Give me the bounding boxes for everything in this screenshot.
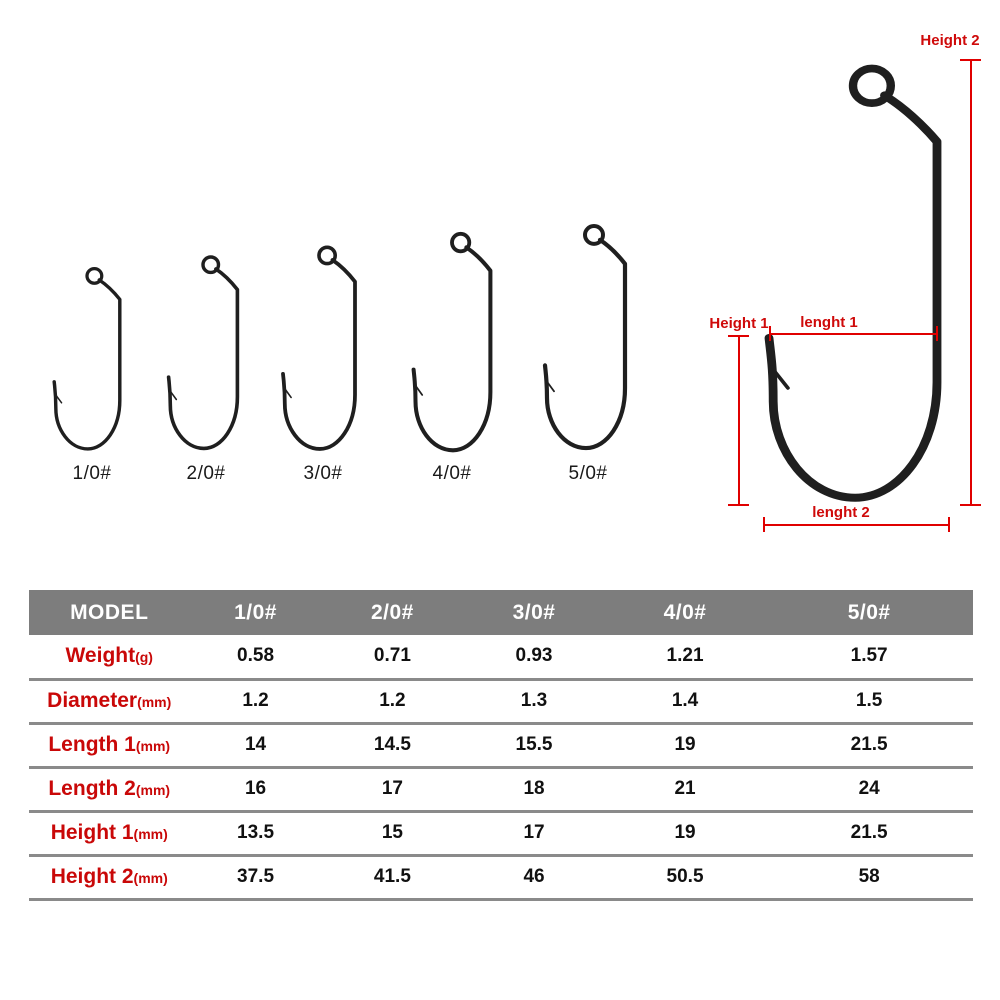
table-cell: 1.5	[855, 690, 883, 711]
row-label: Height 1(mm)	[50, 821, 168, 844]
table-row-height1: Height 1(mm) 13.5 15 17 19 21.5	[29, 811, 973, 855]
table-cell: 1.2	[242, 690, 269, 711]
table-cell: 15	[381, 822, 403, 843]
table-cell: 46	[523, 866, 545, 887]
table-cell: 21	[674, 778, 696, 799]
table-cell: 0.71	[373, 645, 411, 667]
table-cell: 17	[381, 778, 403, 799]
table-cell: 21.5	[850, 734, 888, 755]
jig-hook-5-0	[535, 219, 635, 458]
length1-right-tick	[936, 326, 938, 341]
table-cell: 1.4	[671, 690, 699, 711]
length2-left-tick	[763, 517, 765, 532]
table-cell: 13.5	[237, 822, 275, 843]
table-cell: 21.5	[850, 822, 888, 843]
length1-left-tick	[769, 326, 771, 341]
table-row-length2: Length 2(mm) 16 17 18 21 24	[29, 767, 973, 811]
table-cell: 37.5	[237, 866, 275, 887]
table-cell: 41.5	[373, 866, 411, 887]
table-cell: 15.5	[515, 734, 553, 755]
row-label: Length 1(mm)	[48, 733, 171, 756]
hook-size-label-5-0: 5/0#	[568, 463, 608, 484]
table-cell: 14.5	[373, 734, 411, 755]
height2-top-tick	[960, 59, 981, 61]
table-cell: 1.57	[850, 645, 888, 667]
hook-size-label-3-0: 3/0#	[303, 463, 343, 484]
length2-label: lenght 2	[812, 504, 870, 521]
table-cell: 0.58	[237, 645, 275, 667]
hook-size-label-1-0: 1/0#	[72, 463, 112, 484]
dimension-diagram-hook	[748, 55, 958, 517]
height2-dimension-line	[970, 60, 972, 506]
table-cell: 1.3	[520, 690, 548, 711]
table-cell: 19	[674, 822, 696, 843]
table-row-length1: Length 1(mm) 14 14.5 15.5 19 21.5	[29, 723, 973, 767]
column-header-3-0: 3/0#	[512, 600, 556, 624]
height1-dimension-line	[738, 336, 740, 506]
table-cell: 18	[523, 778, 545, 799]
row-label: Height 2(mm)	[50, 865, 168, 888]
table-cell: 58	[858, 866, 880, 887]
spec-table: MODEL 1/0# 2/0# 3/0# 4/0# 5/0# Weight(g)…	[29, 590, 973, 901]
row-label: Diameter(mm)	[47, 689, 172, 712]
table-cell: 1.21	[666, 645, 704, 667]
jig-hook-1-0	[52, 266, 122, 451]
table-row-diameter: Diameter(mm) 1.2 1.2 1.3 1.4 1.5	[29, 679, 973, 723]
table-row-height2: Height 2(mm) 37.5 41.5 46 50.5 58	[29, 855, 973, 899]
column-header-4-0: 4/0#	[663, 600, 707, 624]
length1-dimension-line	[770, 333, 937, 335]
hook-size-label-2-0: 2/0#	[186, 463, 226, 484]
column-header-1-0: 1/0#	[234, 600, 277, 624]
table-cell: 17	[523, 822, 545, 843]
row-label: Weight(g)	[65, 644, 153, 668]
hook-size-label-4-0: 4/0#	[432, 463, 472, 484]
jig-hook-2-0	[166, 255, 240, 451]
jig-hook-3-0	[281, 245, 357, 451]
table-cell: 1.2	[379, 690, 406, 711]
table-header-row: MODEL 1/0# 2/0# 3/0# 4/0# 5/0#	[29, 590, 973, 635]
row-label: Length 2(mm)	[48, 777, 171, 800]
jig-hook-4-0	[404, 227, 500, 460]
length1-label: lenght 1	[800, 314, 858, 331]
table-cell: 0.93	[515, 645, 553, 667]
height2-bottom-tick	[960, 504, 981, 506]
column-header-2-0: 2/0#	[370, 600, 414, 624]
height1-label: Height 1	[709, 315, 769, 332]
table-cell: 14	[244, 734, 267, 755]
table-row-weight: Weight(g) 0.58 0.71 0.93 1.21 1.57	[29, 635, 973, 679]
table-cell: 16	[244, 778, 267, 799]
length2-right-tick	[948, 517, 950, 532]
model-header-cell: MODEL	[70, 600, 149, 624]
table-cell: 24	[858, 778, 880, 799]
height1-top-tick	[728, 335, 749, 337]
height1-bottom-tick	[728, 504, 749, 506]
table-cell: 50.5	[666, 866, 704, 887]
column-header-5-0: 5/0#	[847, 600, 891, 624]
table-cell: 19	[674, 734, 696, 755]
height2-label: Height 2	[920, 32, 980, 49]
length2-dimension-line	[764, 524, 950, 526]
